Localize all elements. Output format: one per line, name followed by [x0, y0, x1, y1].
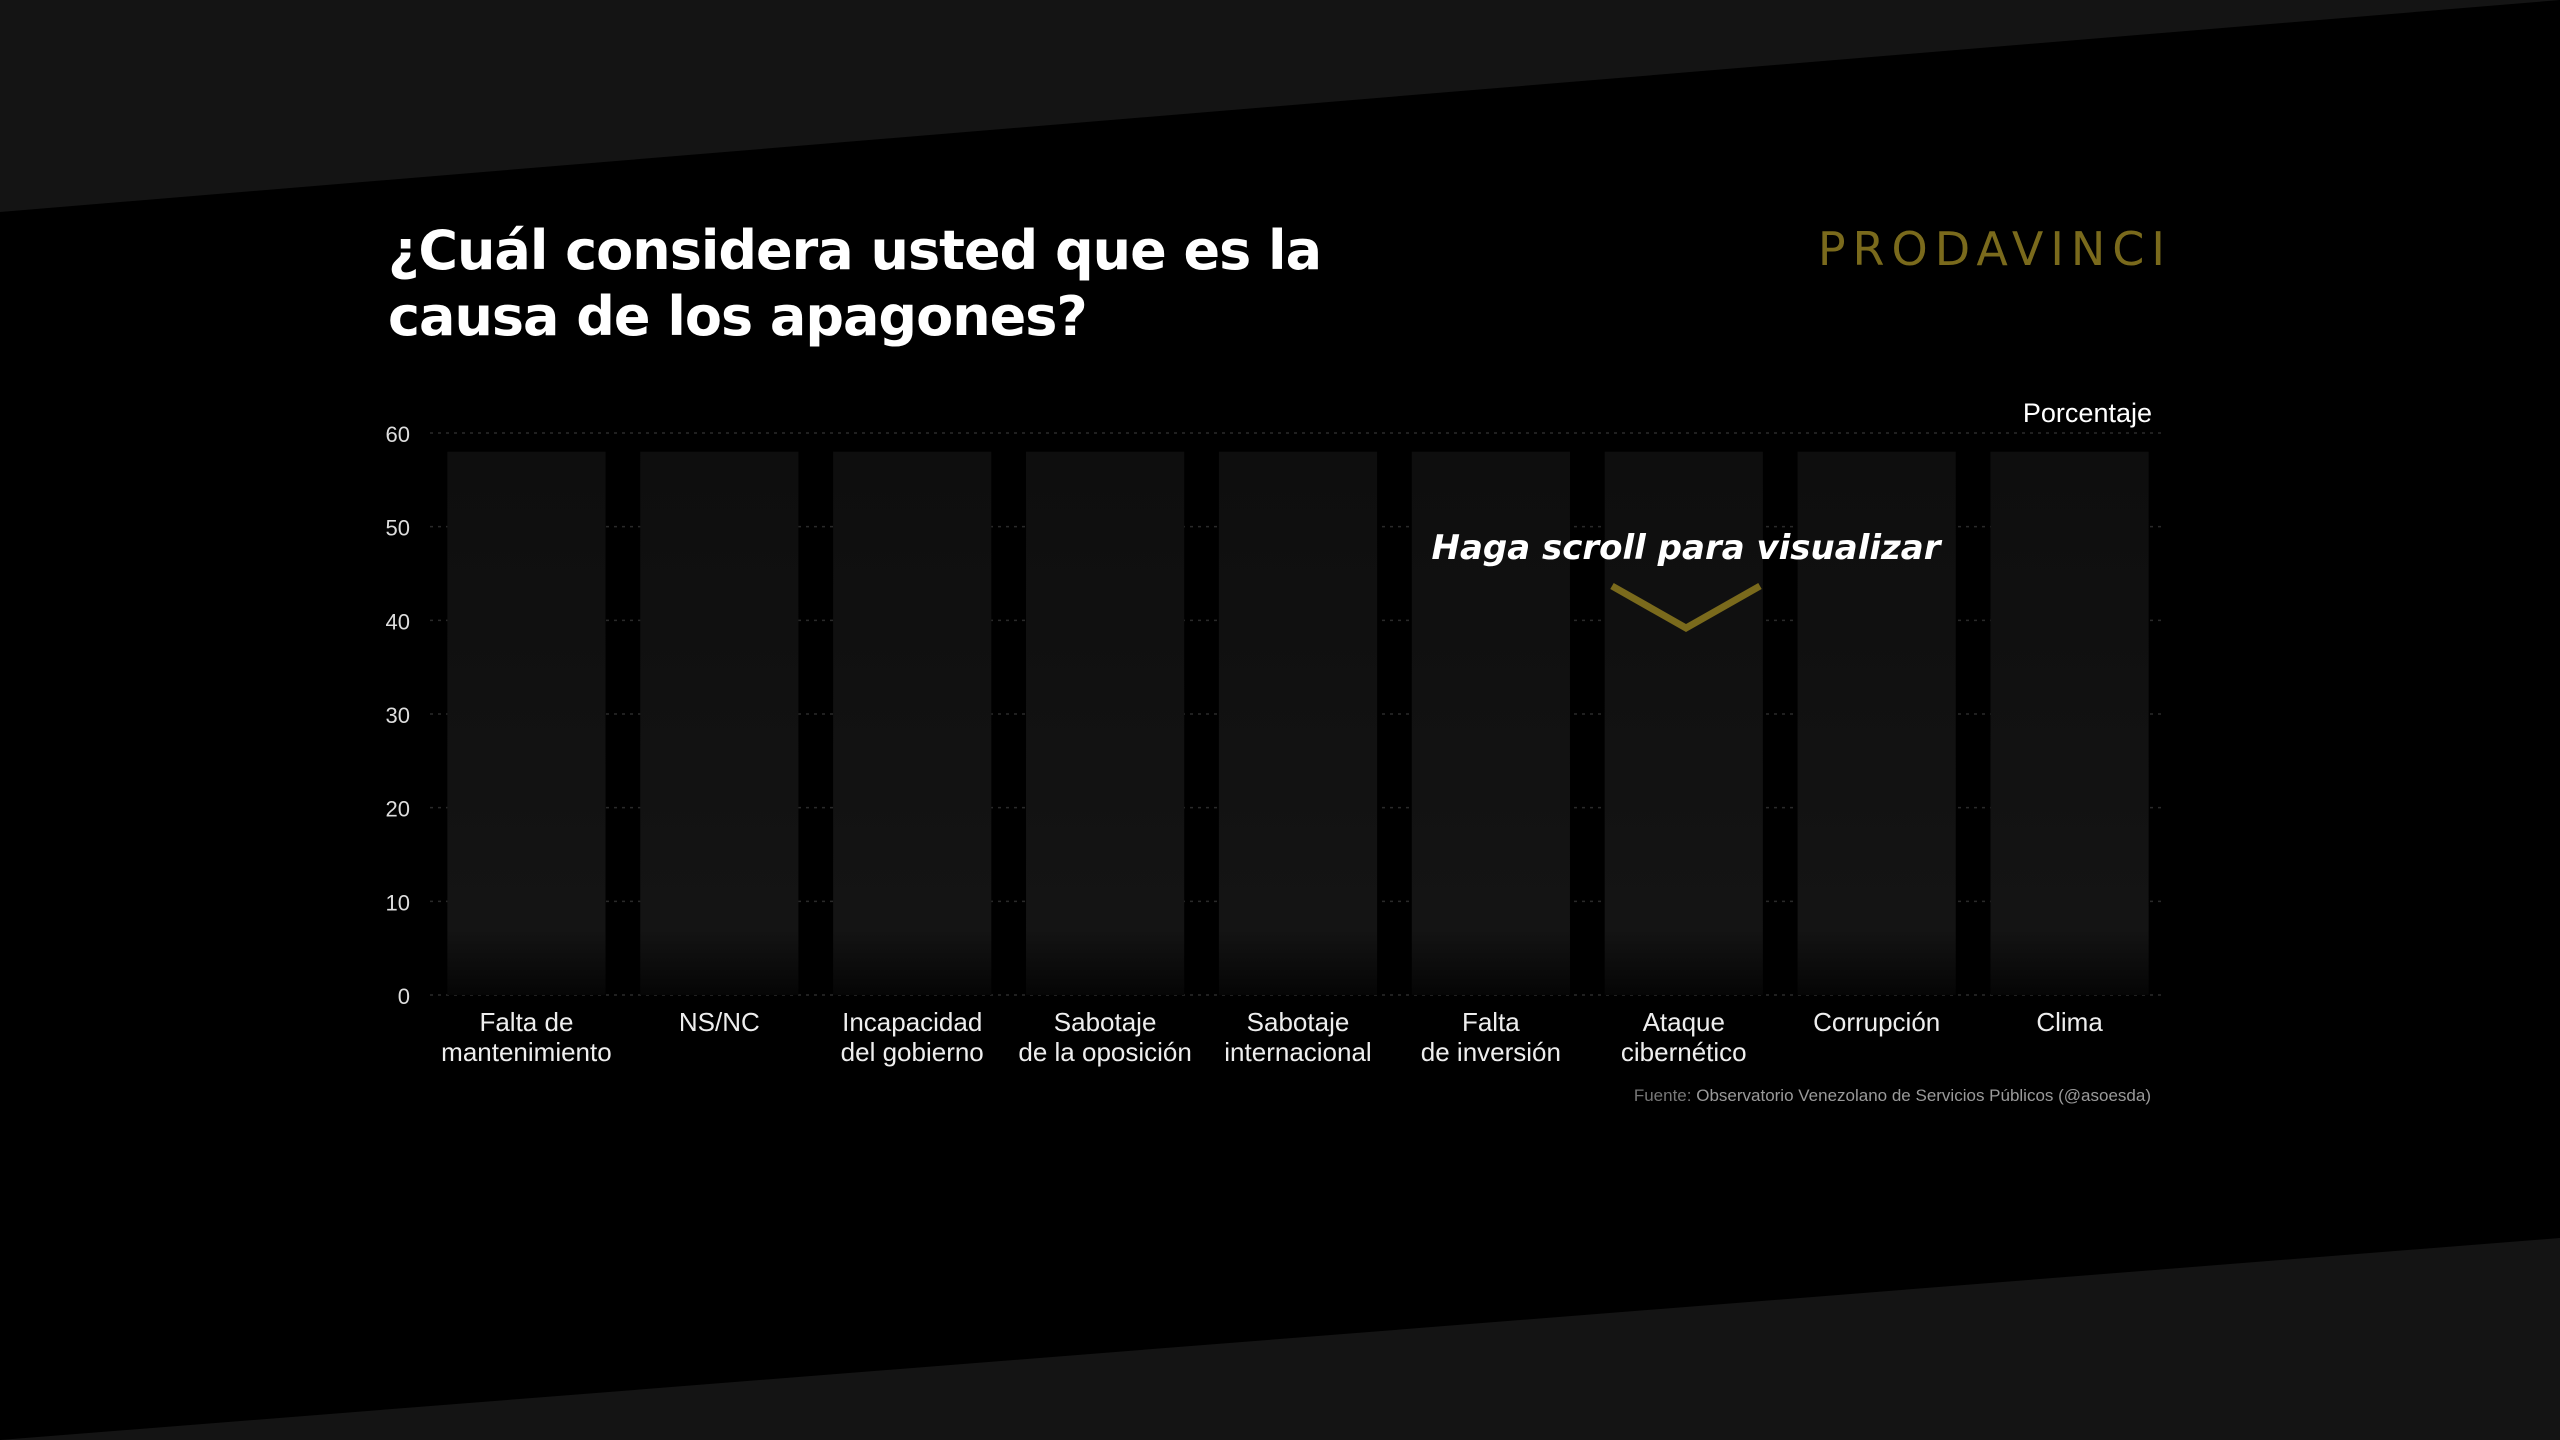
y-tick-label: 40: [386, 609, 410, 634]
x-tick-label: Ataque cibernético: [1621, 1007, 1747, 1067]
top-band: [0, 0, 2560, 212]
x-tick-label: Clima: [2036, 1007, 2103, 1037]
y-axis-ticks: 0 10 20 30 40 50 60: [386, 422, 410, 1009]
bar: [833, 451, 992, 995]
bar: [1797, 451, 1956, 995]
bar: [1604, 451, 1763, 995]
bar: [1026, 451, 1185, 995]
prodavinci-logo: PRODAVINCI: [1817, 222, 2172, 276]
x-tick-label: Corrupción: [1813, 1007, 1940, 1037]
chevron-down-icon[interactable]: [1610, 582, 1762, 633]
source-note: Fuente: Observatorio Venezolano de Servi…: [1634, 1086, 2151, 1106]
y-axis-label: Porcentaje: [2023, 398, 2152, 428]
y-tick-label: 50: [386, 516, 410, 541]
bar: [1411, 451, 1570, 995]
x-tick-label: Falta de mantenimiento: [441, 1007, 612, 1067]
x-tick-label: Incapacidad del gobierno: [841, 1007, 984, 1067]
bar: [640, 451, 799, 995]
bar: [1218, 451, 1378, 995]
bar: [1990, 451, 2149, 995]
y-tick-label: 10: [386, 890, 410, 915]
source-prefix: Fuente:: [1633, 1086, 1692, 1105]
bar: [447, 451, 606, 995]
x-tick-label: Sabotaje de la oposición: [1018, 1007, 1191, 1067]
source-name: Observatorio Venezolano de Servicios Púb…: [1696, 1086, 2151, 1105]
x-axis-labels: Falta de mantenimiento NS/NC Incapacidad del…: [441, 1007, 2103, 1067]
bottom-band: [0, 1238, 2560, 1440]
bars: [447, 451, 2149, 995]
scroll-hint: Haga scroll para visualizar: [1431, 528, 1941, 568]
x-tick-label: Falta de inversión: [1421, 1007, 1561, 1067]
y-tick-label: 20: [386, 797, 410, 822]
y-tick-label: 60: [386, 422, 410, 447]
x-tick-label: Sabotaje internacional: [1224, 1007, 1371, 1067]
y-tick-label: 30: [386, 703, 410, 728]
x-tick-label: NS/NC: [679, 1007, 760, 1037]
chart-title: ¿Cuál considera usted que es la causa de…: [388, 219, 1322, 348]
y-tick-label: 0: [398, 984, 410, 1009]
